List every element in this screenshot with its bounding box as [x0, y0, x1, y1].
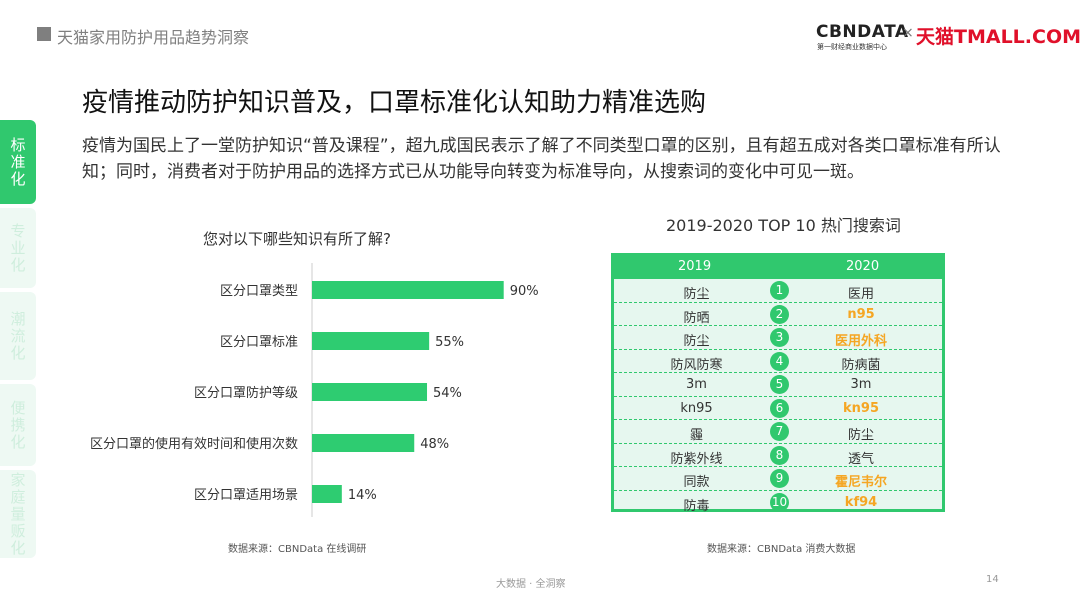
cell-2019: kn95 — [680, 400, 713, 416]
cell-2019: 防风防寒 — [670, 357, 723, 373]
cell-2020: n95 — [847, 306, 875, 322]
rank-badge: 2 — [770, 304, 789, 324]
section-title: 天猫家用防护用品趋势洞察 — [57, 28, 250, 47]
rank-badge: 4 — [770, 351, 789, 371]
table-row: 防尘 3 医用外科 — [614, 326, 942, 350]
rank-badge: 8 — [770, 445, 789, 465]
search-terms-table: 2019 2020 防尘 1 医用 防晒 2 n95 防尘 3 医用外科 防风防寒 4 防病菌 3m 5 3… — [611, 253, 945, 515]
cell-2020: 3m — [850, 377, 872, 392]
cell-2019: 防尘 — [683, 287, 710, 302]
logo-separator: × — [902, 25, 914, 41]
table-row: 防晒 2 n95 — [614, 303, 942, 326]
column-2019-header: 2019 — [678, 259, 712, 274]
cell-2020: 医用外科 — [834, 334, 887, 349]
bar-category-label: 区分口罩类型 — [220, 284, 298, 299]
cell-2019: 防尘 — [683, 334, 710, 349]
tab-portable[interactable]: 便携化 — [0, 384, 36, 466]
bar — [312, 332, 430, 350]
rank-badge: 1 — [770, 281, 789, 300]
cell-2020: 医用 — [847, 287, 874, 302]
table-title: 2019-2020 TOP 10 热门搜索词 — [666, 216, 901, 235]
cell-2020: 透气 — [847, 451, 874, 467]
tmall-logo: 天猫TMALL.COM — [916, 26, 1080, 48]
table-row: 同款 9 霍尼韦尔 — [614, 467, 942, 491]
table-row: kn95 6 kn95 — [614, 397, 942, 420]
knowledge-bar-chart: 区分口罩类型 90% 区分口罩标准 55% 区分口罩防护等级 54% 区分口罩的使用有效时间… — [90, 263, 539, 517]
cell-2019: 3m — [686, 377, 707, 392]
bar — [312, 281, 504, 299]
table-source: 数据来源：CBNData 消费大数据 — [707, 544, 856, 555]
footer-tagline: 大数据 · 全洞察 — [496, 579, 566, 590]
rank-badge: 9 — [770, 469, 789, 488]
bar-chart-title: 您对以下哪些知识有所了解? — [203, 230, 391, 248]
cell-2020: 防病菌 — [841, 357, 881, 373]
page-number: 14 — [986, 574, 999, 585]
bar-value-label: 14% — [348, 488, 377, 503]
bar-value-label: 55% — [435, 335, 464, 350]
cell-2020: 霍尼韦尔 — [834, 475, 887, 490]
table-header: 2019 2020 — [614, 256, 942, 279]
tab-trendy[interactable]: 潮流化 — [0, 292, 36, 380]
cell-2019: 同款 — [683, 475, 710, 490]
bar-value-label: 54% — [433, 386, 462, 401]
cbndata-logo: CBNDATA — [816, 22, 909, 42]
column-2020-header: 2020 — [846, 259, 880, 274]
table-row: 防毒 10 kf94 — [614, 491, 942, 515]
bar-category-label: 区分口罩的使用有效时间和使用次数 — [90, 436, 298, 452]
bar — [312, 434, 415, 452]
table-row: 3m 5 3m — [614, 373, 942, 397]
bar — [312, 383, 428, 401]
rank-badge: 7 — [770, 422, 789, 441]
cell-2020: kf94 — [844, 494, 878, 510]
table-row: 防风防寒 4 防病菌 — [614, 350, 942, 373]
page-title: 疫情推动防护知识普及，口罩标准化认知助力精准选购 — [82, 88, 707, 118]
tab-professional[interactable]: 专业化 — [0, 208, 36, 288]
rank-badge: 10 — [770, 492, 789, 512]
bar-category-label: 区分口罩防护等级 — [194, 385, 298, 401]
cell-2020: 防尘 — [847, 428, 874, 443]
cell-2019: 防紫外线 — [670, 451, 723, 467]
cell-2019: 霾 — [689, 428, 703, 443]
tab-standardization[interactable]: 标准化 — [0, 120, 36, 204]
rank-badge: 6 — [770, 398, 789, 418]
cell-2019: 防毒 — [683, 498, 710, 514]
table-row: 防尘 1 医用 — [614, 279, 942, 303]
cell-2020: kn95 — [843, 400, 879, 416]
bar-category-label: 区分口罩标准 — [220, 335, 298, 350]
section-marker — [37, 27, 51, 41]
rank-badge: 3 — [770, 328, 789, 347]
bar-chart-source: 数据来源：CBNData 在线调研 — [228, 544, 367, 555]
cell-2019: 防晒 — [683, 310, 710, 326]
cbndata-logo-subtitle: 第一财经商业数据中心 — [817, 43, 887, 51]
bar — [312, 485, 342, 503]
rank-badge: 5 — [770, 375, 789, 394]
bar-value-label: 90% — [510, 284, 539, 299]
table-row: 防紫外线 8 透气 — [614, 444, 942, 467]
bar-category-label: 区分口罩适用场景 — [194, 488, 298, 503]
page-description: 疫情为国民上了一堂防护知识“普及课程”，超九成国民表示了解了不同类型口罩的区别，… — [82, 136, 1001, 182]
table-row: 霾 7 防尘 — [614, 420, 942, 444]
bar-value-label: 48% — [420, 437, 449, 452]
tab-family-bulk[interactable]: 家庭量贩化 — [0, 470, 36, 558]
